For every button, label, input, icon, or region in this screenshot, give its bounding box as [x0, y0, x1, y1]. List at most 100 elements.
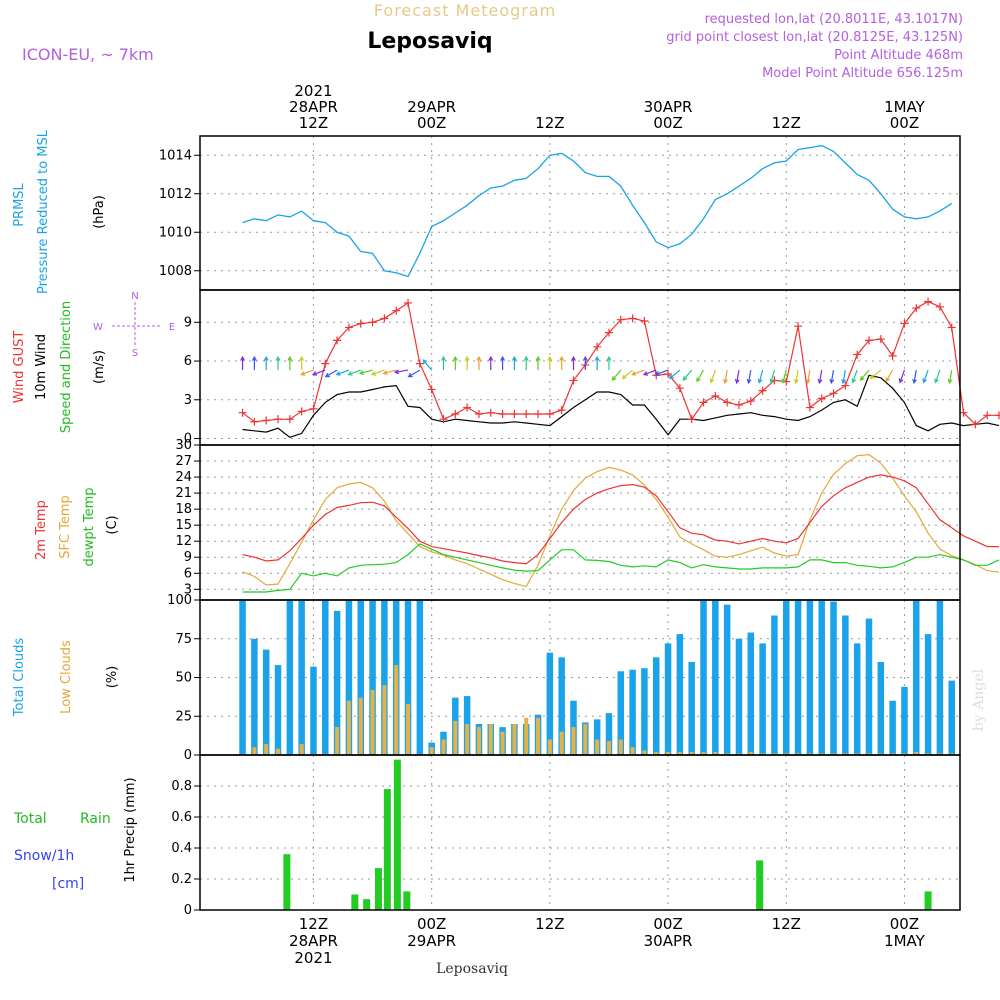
clouds-unit: (%) — [105, 666, 120, 689]
y-tick-label: 1008 — [159, 264, 192, 279]
low-cloud-bar — [666, 751, 671, 755]
wind-gust-marker — [935, 302, 944, 311]
panel-border — [199, 754, 961, 911]
y-tick-label: 21 — [175, 486, 192, 501]
rain-bar — [383, 789, 391, 910]
wind-gust-marker — [297, 407, 306, 416]
wind-direction-arrow — [948, 369, 953, 383]
wind-direction-arrow — [336, 369, 350, 376]
point-altitude: Point Altitude 468m — [834, 48, 963, 63]
wind-gust-marker — [805, 403, 814, 412]
precip-snow-label: Snow/1h — [14, 848, 74, 864]
low-cloud-bar — [807, 753, 812, 755]
wind-arrow-head — [841, 378, 847, 385]
y-tick-label: 0 — [184, 432, 192, 447]
y-tick-label: 18 — [175, 502, 192, 517]
wind-arrow-head — [559, 355, 565, 361]
total-cloud-bar — [310, 666, 317, 755]
wind-direction-arrow — [758, 369, 764, 383]
wind-gust-marker — [983, 411, 992, 420]
wind-direction-arrow — [842, 369, 846, 383]
total-cloud-bar — [345, 600, 353, 755]
temp-2m-label: 2m Temp — [34, 500, 49, 560]
low-cloud-bar — [831, 753, 836, 755]
top-time-label: 28APR — [289, 98, 338, 116]
y-tick-label: 27 — [175, 454, 192, 469]
temp-2m-line — [242, 474, 999, 565]
compass-w: W — [93, 322, 103, 333]
wind-gust-marker — [746, 397, 755, 406]
precip-axis-label: 1hr Precip (mm) — [123, 777, 138, 882]
wind-arrow-head — [500, 355, 506, 361]
rain-bar — [351, 894, 359, 910]
top-time-label: 12Z — [299, 114, 328, 132]
wind-arrow-head — [898, 378, 904, 384]
low-cloud-bar — [866, 753, 871, 755]
wind-direction-arrow — [736, 369, 740, 383]
wind-arrow-head — [464, 355, 470, 361]
wind-gust-marker — [356, 319, 365, 328]
wind-gust-marker — [333, 336, 342, 345]
low-cloud-bar — [748, 751, 753, 755]
wind-gust-marker — [250, 417, 259, 426]
low-cloud-bar — [937, 753, 942, 755]
wind-arrow-head — [370, 371, 377, 376]
y-tick-label: 25 — [175, 709, 192, 724]
wind-gust-marker — [888, 351, 897, 360]
total-cloud-bar — [924, 634, 932, 755]
wind-gust-marker — [545, 410, 554, 418]
forecast-label: Forecast Meteogram — [374, 1, 556, 20]
wind-gust-marker — [959, 408, 968, 417]
wind-arrow-head — [523, 355, 529, 361]
total-cloud-bar — [783, 600, 790, 755]
wind-arrow-head — [934, 378, 939, 384]
pressure-panel: 1008 1010 1012 1014 — [159, 136, 960, 290]
wind-direction-arrow — [830, 369, 835, 383]
y-tick-label: 3 — [184, 393, 192, 408]
low-cloud-bar — [701, 751, 706, 755]
top-time-label: 00Z — [417, 114, 446, 132]
rain-bar — [283, 854, 291, 910]
wind-gust-label: Wind GUST — [12, 331, 27, 404]
wind-arrow-head — [696, 377, 701, 383]
wind-gust-marker — [912, 304, 921, 313]
wind-gust-marker — [841, 381, 850, 390]
wind-direction-arrow — [913, 369, 917, 383]
wind-direction-arrow — [383, 369, 397, 375]
wind-gust-marker — [664, 369, 673, 378]
wind-direction-arrow — [795, 369, 799, 383]
wind-arrow-head — [817, 378, 823, 385]
wind-gust-marker — [829, 389, 838, 398]
low-cloud-bar — [902, 753, 907, 755]
wind-gust-marker — [711, 391, 720, 400]
temp-unit: (C) — [105, 515, 120, 534]
low-cloud-bar — [264, 744, 269, 755]
wind-gust-marker — [675, 384, 684, 393]
low-cloud-bar — [559, 731, 564, 755]
y-tick-label: 30 — [175, 438, 192, 453]
total-cloud-bar — [617, 671, 625, 755]
total-cloud-bar — [262, 649, 270, 755]
y-tick-label: 100 — [167, 593, 192, 608]
top-time-label: 00Z — [890, 114, 919, 132]
bottom-time-label: 29APR — [407, 932, 456, 950]
total-cloud-bar — [333, 610, 341, 755]
compass-e: E — [169, 322, 175, 333]
total-cloud-bar — [889, 700, 896, 755]
wind-gust-marker — [699, 398, 708, 407]
wind-gust-marker — [593, 342, 602, 351]
total-cloud-bar — [593, 719, 601, 755]
wind-gust-marker — [380, 314, 389, 323]
low-cloud-bar — [453, 720, 458, 755]
low-cloud-bar — [382, 685, 387, 755]
total-cloud-bar — [676, 634, 684, 755]
wind-arrow-head — [311, 371, 318, 376]
total-cloud-bar — [629, 669, 636, 755]
total-cloud-bar — [830, 601, 837, 755]
total-cloud-bar — [357, 600, 364, 755]
pressure-unit: (hPa) — [92, 195, 107, 229]
low-cloud-bar — [890, 753, 895, 755]
wind-arrow-head — [769, 378, 775, 384]
low-cloud-bar — [488, 724, 493, 755]
